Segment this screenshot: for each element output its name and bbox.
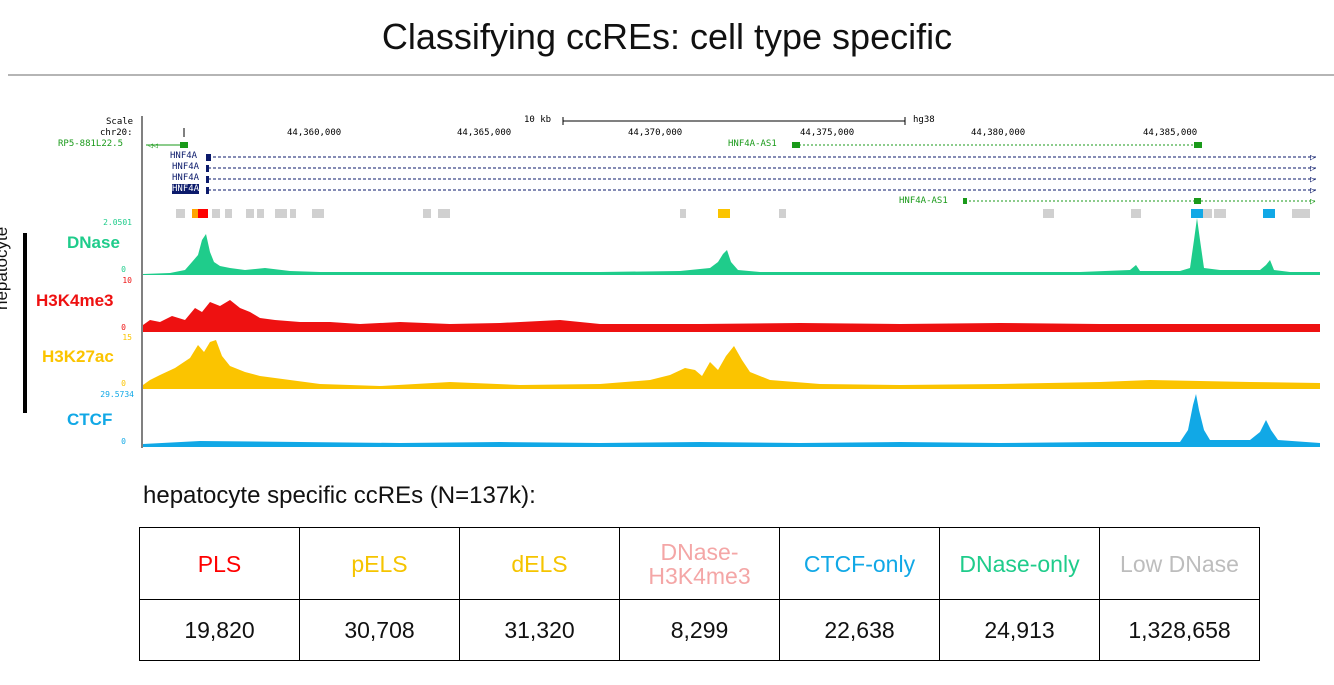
axis-max-h3k4me3: 10 <box>122 276 132 285</box>
coord-label: 44,365,000 <box>457 128 512 138</box>
gene-hnf4a-as1[interactable] <box>792 142 1202 148</box>
header-dels: dELS <box>459 527 620 600</box>
track-label-dnase: DNase <box>67 233 120 252</box>
track-label-h3k27ac: H3K27ac <box>42 347 114 366</box>
ccre-track[interactable] <box>176 209 1310 218</box>
svg-text:▷: ▷ <box>1310 197 1316 207</box>
signal-dnase <box>143 218 1320 275</box>
axis-max-h3k27ac: 15 <box>122 333 132 342</box>
gene-label-hnf4a-as1[interactable]: HNF4A-AS1 <box>899 196 948 206</box>
title-divider <box>8 74 1334 76</box>
value-dnase-only: 24,913 <box>939 599 1100 661</box>
coord-label: 44,385,000 <box>1143 128 1198 138</box>
assembly-label: hg38 <box>913 115 935 125</box>
axis-max-dnase: 2.0501 <box>103 218 132 227</box>
signal-h3k27ac <box>143 340 1320 389</box>
table-values-row: 19,820 30,708 31,320 8,299 22,638 24,913… <box>139 599 1260 661</box>
track-label-ctcf: CTCF <box>67 410 113 429</box>
coord-label: 44,370,000 <box>628 128 683 138</box>
coord-label: 44,375,000 <box>800 128 855 138</box>
svg-text:◁◁: ◁◁ <box>148 141 158 150</box>
header-low-dnase: Low DNase <box>1099 527 1260 600</box>
gene-label-hnf4a[interactable]: HNF4A <box>170 151 198 161</box>
chrom-label: chr20: <box>100 128 133 138</box>
scale-label: Scale <box>106 117 134 127</box>
svg-text:▷: ▷ <box>1310 186 1316 196</box>
gene-label-rp5[interactable]: RP5-881L22.5 <box>58 139 124 149</box>
coord-label: 44,360,000 <box>287 128 342 138</box>
gene-label-hnf4a[interactable]: HNF4A <box>172 162 200 172</box>
axis-min-h3k27ac: 0 <box>121 379 126 388</box>
value-dnase-h3k4me3: 8,299 <box>619 599 780 661</box>
slide-title: Classifying ccREs: cell type specific <box>381 16 953 57</box>
axis-min-ctcf: 0 <box>121 437 126 446</box>
svg-text:▷: ▷ <box>1310 164 1316 174</box>
axis-min-dnase: 0 <box>121 265 126 274</box>
table-subtitle: hepatocyte specific ccREs (N=137k): <box>143 482 536 509</box>
value-pels: 30,708 <box>299 599 460 661</box>
ccre-count-table: PLS pELS dELS DNase- H3K4me3 CTCF-only D… <box>139 527 1260 661</box>
value-ctcf-only: 22,638 <box>779 599 940 661</box>
track-label-h3k4me3: H3K4me3 <box>36 291 114 310</box>
gene-rp5[interactable]: ◁◁ <box>146 141 188 150</box>
header-pls: PLS <box>139 527 300 600</box>
signal-ctcf <box>143 394 1320 447</box>
value-low-dnase: 1,328,658 <box>1099 599 1260 661</box>
header-dnase-only: DNase-only <box>939 527 1100 600</box>
table-header-row: PLS pELS dELS DNase- H3K4me3 CTCF-only D… <box>139 527 1260 600</box>
header-pels: pELS <box>299 527 460 600</box>
value-dels: 31,320 <box>459 599 620 661</box>
svg-text:▷: ▷ <box>1310 175 1316 185</box>
gene-hnf4a-as1-2[interactable]: ▷ <box>963 197 1316 207</box>
coord-label: 44,380,000 <box>971 128 1026 138</box>
genome-browser[interactable]: ◁◁ ▷ ▷ ▷ ▷ ▷ <box>0 100 1334 460</box>
gene-hnf4a-transcripts[interactable]: ▷ ▷ ▷ ▷ <box>206 153 1316 196</box>
cell-type-bracket <box>23 233 27 413</box>
axis-max-ctcf: 29.5734 <box>100 390 134 399</box>
signal-h3k4me3 <box>143 300 1320 332</box>
svg-text:▷: ▷ <box>1310 153 1316 163</box>
gene-label-hnf4a[interactable]: HNF4A <box>172 173 200 183</box>
scale-bar-label: 10 kb <box>524 115 552 125</box>
axis-min-h3k4me3: 0 <box>121 323 126 332</box>
gene-label-hnf4a-as1[interactable]: HNF4A-AS1 <box>728 139 777 149</box>
gene-label-hnf4a-selected[interactable]: HNF4A <box>172 184 200 194</box>
value-pls: 19,820 <box>139 599 300 661</box>
header-ctcf-only: CTCF-only <box>779 527 940 600</box>
header-dnase-h3k4me3: DNase- H3K4me3 <box>619 527 780 600</box>
